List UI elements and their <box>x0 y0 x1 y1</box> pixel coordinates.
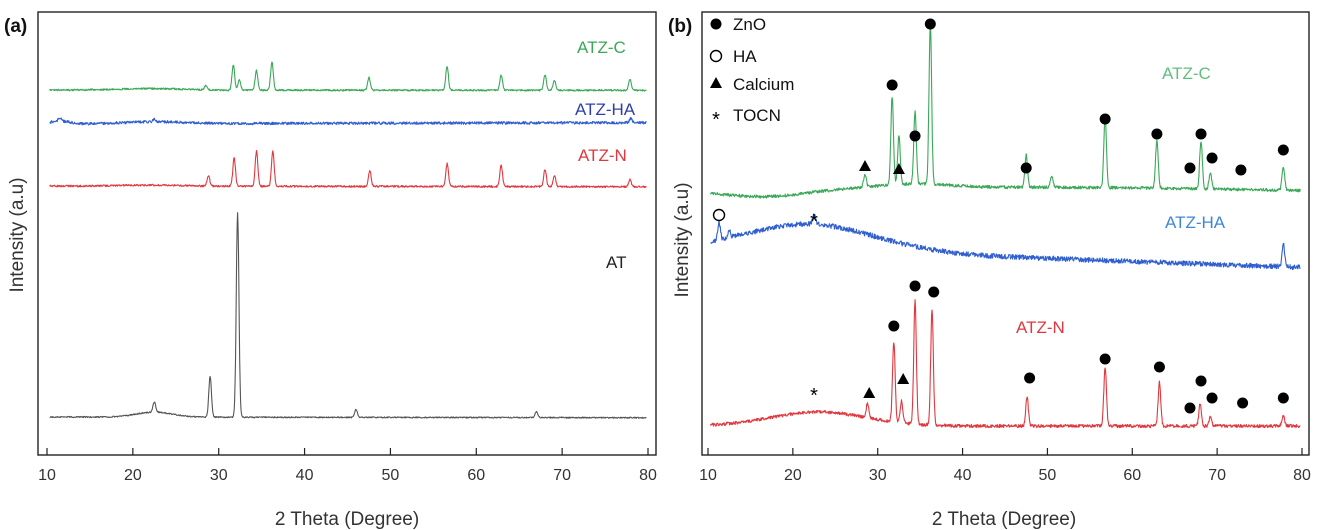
zno-peak-marker <box>1235 164 1247 176</box>
panel-a-label-atz-n: ATZ-N <box>578 146 627 165</box>
panel-a-label: (a) <box>4 16 27 37</box>
zno-peak-marker <box>1195 128 1207 140</box>
x-tick-label: 50 <box>1039 467 1057 484</box>
panel-a-plot-frame <box>37 11 657 456</box>
x-tick-label: 40 <box>296 467 314 484</box>
zno-peak-marker <box>888 320 900 332</box>
panel-a-y-axis-title: Intensity (a.u) <box>7 177 28 292</box>
x-tick-label: 20 <box>124 467 142 484</box>
zno-peak-marker <box>1184 162 1196 174</box>
ha-peak-marker <box>712 208 726 222</box>
panel-b-y-axis-title: Intensity (a.u) <box>672 182 693 297</box>
zno-peak-marker <box>886 79 898 91</box>
legend-tocn-marker: * <box>712 109 720 131</box>
zno-peak-marker <box>924 18 936 30</box>
x-tick-label: 20 <box>784 467 802 484</box>
zno-peak-marker <box>1277 392 1289 404</box>
zno-peak-marker <box>1237 397 1249 409</box>
series-line-atz-ha <box>710 213 1301 271</box>
calcium-peak-marker <box>892 163 905 174</box>
x-tick-label: 80 <box>639 467 657 484</box>
calcium-peak-marker <box>897 373 910 384</box>
legend-calcium-marker <box>710 77 722 88</box>
panel-b-legend: ZnO HA Calcium * TOCN <box>709 15 794 131</box>
zno-peak-marker <box>1099 353 1111 365</box>
legend-tocn-label: TOCN <box>733 106 781 125</box>
zno-peak-marker <box>909 280 921 292</box>
panel-a-label-atz-c: ATZ-C <box>577 38 626 57</box>
panel-b-series <box>709 24 1301 429</box>
legend-ha-marker <box>709 49 723 63</box>
x-tick-label: 70 <box>553 467 571 484</box>
series-line-atz-c <box>709 24 1301 199</box>
panel-b-label-atz-ha: ATZ-HA <box>1165 213 1226 232</box>
zno-peak-marker <box>1099 113 1111 125</box>
series-line-at <box>49 212 647 419</box>
calcium-peak-marker <box>858 160 871 171</box>
panel-b-label-atz-c: ATZ-C <box>1162 64 1211 83</box>
series-line-atz-n <box>709 299 1301 429</box>
panel-b-x-axis-title: 2 Theta (Degree) <box>932 509 1076 530</box>
x-tick-label: 40 <box>954 467 972 484</box>
series-line-atz-c <box>49 61 647 92</box>
zno-peak-marker <box>1206 152 1218 164</box>
panel-b-x-ticks: 10 20 30 40 50 60 70 80 <box>699 448 1311 484</box>
calcium-peak-marker <box>863 387 876 398</box>
zno-peak-marker <box>909 130 921 142</box>
panel-a-series <box>49 61 647 419</box>
panel-a-x-axis-title: 2 Theta (Degree) <box>275 509 419 530</box>
zno-peak-marker <box>1020 162 1032 174</box>
panel-a: (a) 10 20 30 40 50 60 70 80 ATZ-C ATZ-HA ATZ-N … <box>4 11 657 530</box>
zno-peak-marker <box>1195 375 1207 387</box>
zno-peak-marker <box>1184 402 1196 414</box>
panel-b-peak-markers: ** <box>712 18 1289 414</box>
panel-a-label-atz-ha: ATZ-HA <box>575 100 636 119</box>
zno-peak-marker <box>928 286 940 298</box>
series-line-atz-ha <box>49 116 647 126</box>
x-tick-label: 60 <box>467 467 485 484</box>
x-tick-label: 70 <box>1208 467 1226 484</box>
zno-peak-marker <box>1206 392 1218 404</box>
x-tick-label: 10 <box>699 467 717 484</box>
panel-b: (b) 10 20 30 40 50 60 70 80 ** ZnO HA Calcium *… <box>668 11 1311 530</box>
tocn-peak-marker: * <box>810 211 818 233</box>
x-tick-label: 30 <box>869 467 887 484</box>
panel-a-series-labels: ATZ-C ATZ-HA ATZ-N AT <box>575 38 636 272</box>
panel-b-series-labels: ATZ-C ATZ-HA ATZ-N <box>1016 64 1226 337</box>
x-tick-label: 10 <box>38 467 56 484</box>
series-line-atz-n <box>49 149 647 189</box>
panel-a-label-at: AT <box>606 253 626 272</box>
panel-b-label: (b) <box>668 16 692 37</box>
tocn-peak-marker: * <box>810 385 818 407</box>
legend-zno-label: ZnO <box>733 15 766 34</box>
zno-peak-marker <box>1277 144 1289 156</box>
legend-zno-marker <box>710 18 722 30</box>
x-tick-label: 30 <box>210 467 228 484</box>
panel-b-label-atz-n: ATZ-N <box>1016 318 1065 337</box>
zno-peak-marker <box>1153 361 1165 373</box>
legend-calcium-label: Calcium <box>733 75 794 94</box>
x-tick-label: 80 <box>1293 467 1311 484</box>
panel-b-plot-frame <box>701 11 1310 456</box>
panel-a-x-ticks: 10 20 30 40 50 60 70 80 <box>38 448 657 484</box>
legend-ha-label: HA <box>733 47 757 66</box>
x-tick-label: 50 <box>382 467 400 484</box>
x-tick-label: 60 <box>1123 467 1141 484</box>
zno-peak-marker <box>1151 128 1163 140</box>
zno-peak-marker <box>1024 372 1036 384</box>
